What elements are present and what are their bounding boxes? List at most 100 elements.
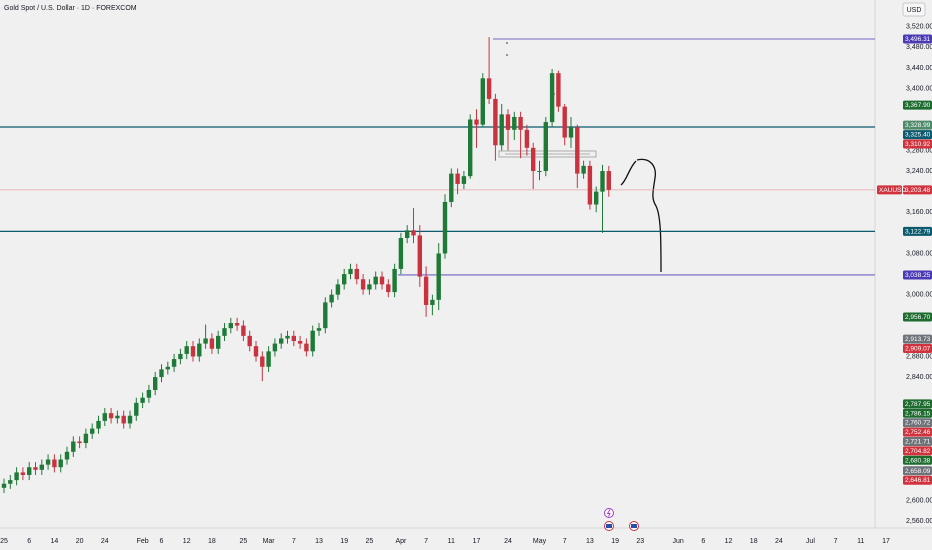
candle-body <box>323 302 328 329</box>
candle-body <box>108 413 114 419</box>
x-tick-label: 11 <box>857 538 864 545</box>
price-label-box <box>903 130 932 140</box>
candle-body <box>197 343 202 357</box>
x-tick-label: Feb <box>137 538 149 545</box>
candle-body <box>543 122 548 172</box>
candle-body <box>587 165 593 205</box>
price-label-box <box>903 120 932 130</box>
candle-body <box>373 276 378 285</box>
price-label-box <box>903 270 932 280</box>
candle-body <box>512 116 517 130</box>
price-label-text: 3,310.92 <box>905 141 931 148</box>
y-tick-label: 2,560.00 <box>906 518 932 525</box>
x-tick-label: 7 <box>424 538 428 545</box>
candle-body <box>436 253 441 300</box>
price-label: 3,367.90 <box>903 100 932 110</box>
candle-body <box>8 480 13 484</box>
y-tick-label: 2,840.00 <box>906 374 932 381</box>
candle-body <box>77 441 82 444</box>
candle-body <box>279 338 284 344</box>
x-tick-label: 12 <box>725 538 733 545</box>
x-tick-label: May <box>533 538 547 545</box>
candle-body <box>531 147 536 172</box>
candle-body <box>228 323 233 329</box>
price-label-text: 2,721.71 <box>905 439 931 446</box>
candle-body <box>216 335 221 349</box>
candle-body <box>329 294 334 303</box>
candle-body <box>222 328 227 336</box>
candle-body <box>253 346 259 357</box>
price-label-text: 2,680.38 <box>905 457 931 464</box>
x-tick-label: Mar <box>263 538 276 545</box>
price-label: 3,038.25 <box>903 270 932 280</box>
y-tick-label: 3,160.00 <box>906 209 932 216</box>
price-label: 3,325.40 <box>903 130 932 140</box>
price-label-box <box>903 312 932 322</box>
candle-body <box>121 415 126 424</box>
candle-body <box>392 268 397 293</box>
y-tick-label: 3,240.00 <box>906 168 932 175</box>
candle-body <box>14 472 19 481</box>
price-label: 2,913.73 <box>903 334 932 344</box>
drawn-dot <box>506 54 508 56</box>
y-tick-label: 3,520.00 <box>906 24 932 31</box>
candle-body <box>423 276 429 305</box>
candle-body <box>39 464 44 470</box>
y-tick-label: 3,400.00 <box>906 85 932 92</box>
candle-body <box>480 78 485 125</box>
price-label-box <box>903 139 932 149</box>
price-label-text: 2,787.95 <box>905 401 931 408</box>
x-tick-label: 17 <box>473 538 481 545</box>
candle-body <box>52 459 57 468</box>
level-lines <box>0 38 875 276</box>
candle-body <box>165 366 170 370</box>
candle-body <box>455 173 460 184</box>
candle-body <box>190 346 196 357</box>
candle-body <box>461 176 467 184</box>
candle-body <box>83 433 89 444</box>
y-tick-label: 3,080.00 <box>906 250 932 257</box>
candle-body <box>310 330 315 352</box>
price-label-box <box>903 100 932 110</box>
x-tick-label: 11 <box>448 538 455 545</box>
candle-body <box>549 73 555 123</box>
candle-body <box>115 415 120 419</box>
x-tick-label: 7 <box>834 538 838 545</box>
price-label-text: 2,909.07 <box>905 346 931 353</box>
price-label-box <box>903 466 932 476</box>
x-tick-label: Jun <box>672 538 683 545</box>
candle-body <box>297 341 303 344</box>
candle-body <box>486 78 492 99</box>
price-label-box <box>903 427 932 437</box>
x-tick-label: 24 <box>775 538 783 545</box>
candle-body <box>342 274 347 285</box>
candle-body <box>524 129 530 148</box>
price-label-box <box>903 446 932 456</box>
currency: USD <box>907 7 922 14</box>
flag-icon <box>606 524 612 528</box>
price-label-text: 3,325.40 <box>905 132 931 139</box>
y-tick-label: 3,280.00 <box>906 147 932 154</box>
candle-body <box>405 230 410 238</box>
candle-body <box>234 323 240 326</box>
x-tick-label: Jul <box>806 538 815 545</box>
event-icon[interactable] <box>604 508 614 518</box>
candle-body <box>417 235 422 277</box>
price-label: 3,122.79 <box>903 226 932 236</box>
candle-body <box>171 359 177 367</box>
candle-body <box>518 116 523 130</box>
price-label: 3,496.31 <box>903 34 932 44</box>
price-label: 2,787.95 <box>903 399 932 409</box>
candle-body <box>127 415 133 424</box>
candle-body <box>1 483 7 488</box>
flag-icon <box>631 524 637 528</box>
price-label-box <box>903 418 932 428</box>
price-label-text: 3,496.31 <box>905 36 931 43</box>
candle-body <box>241 325 246 336</box>
price-label-text: 2,752.46 <box>905 429 931 436</box>
currency-box[interactable] <box>902 2 926 17</box>
candle-body <box>285 335 290 339</box>
price-label-text: 2,956.70 <box>905 314 931 321</box>
candle-body <box>493 98 498 146</box>
candle-body <box>468 119 473 177</box>
